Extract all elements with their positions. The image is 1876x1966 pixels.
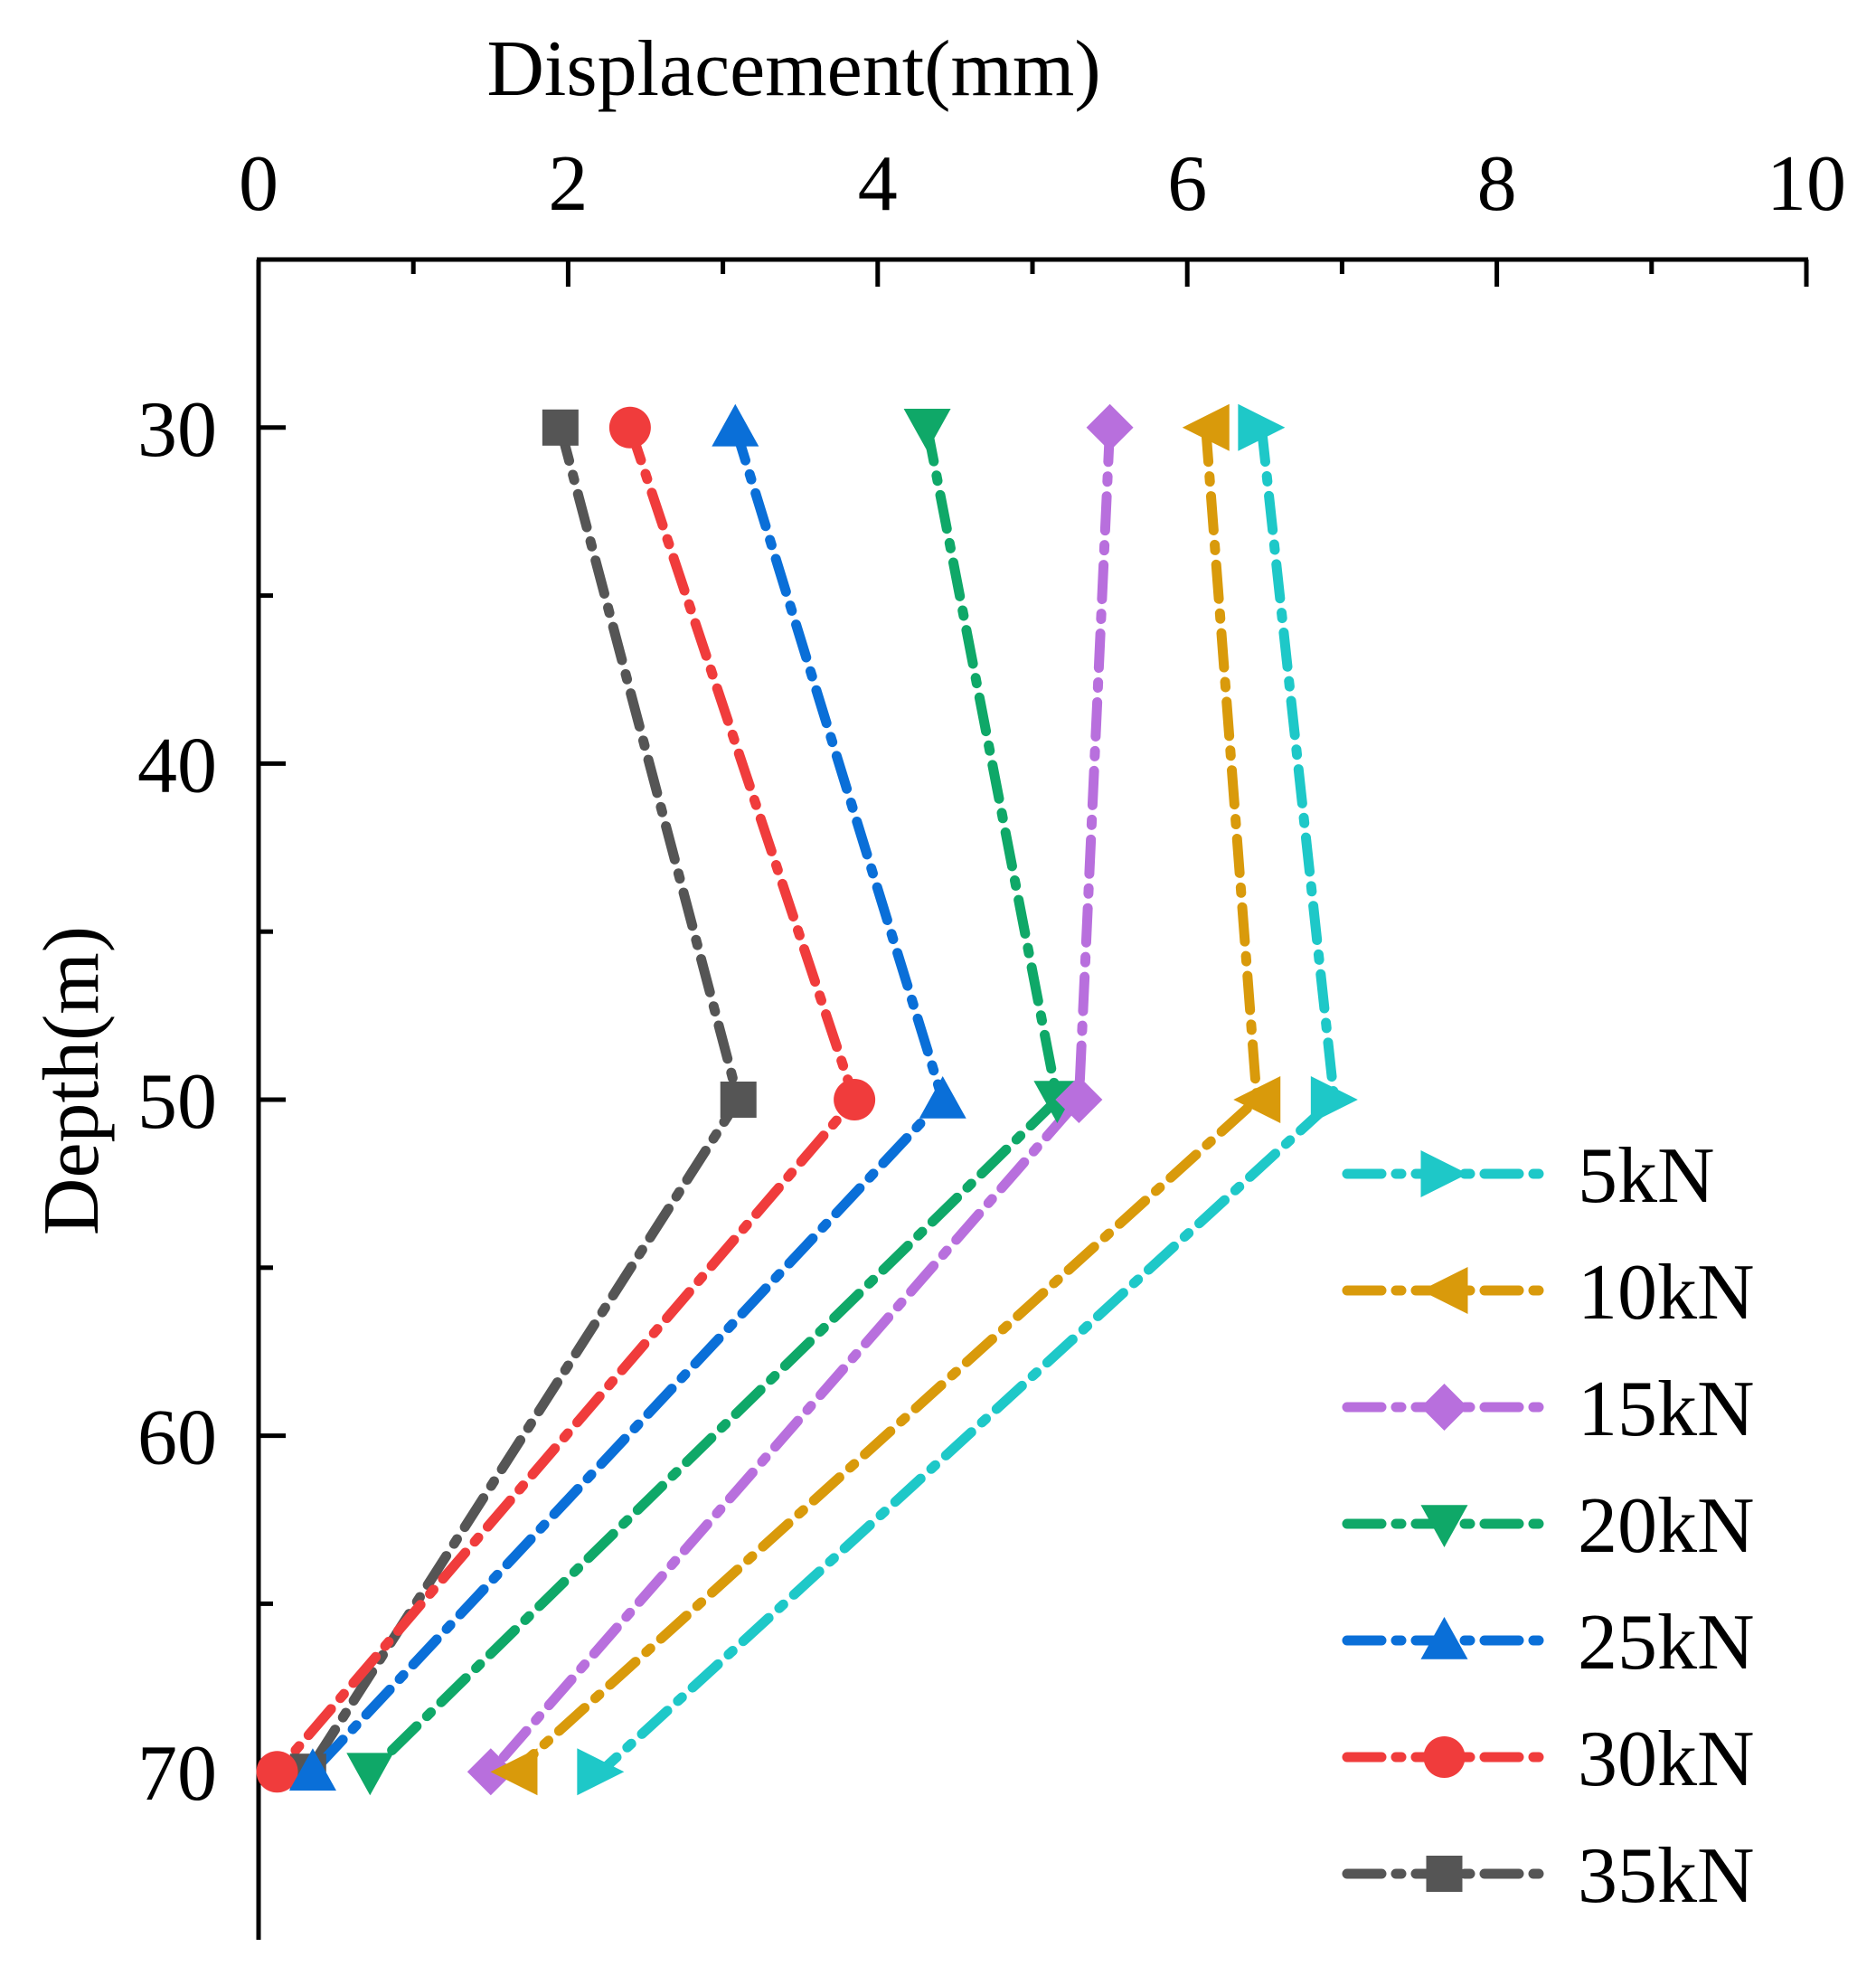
legend-marker-35kN: [1426, 1856, 1463, 1892]
legend-item: 25kN: [1342, 1599, 1755, 1687]
data-point-5kN: [577, 1748, 625, 1796]
data-point-10kN: [490, 1748, 538, 1796]
y-tick-label: 30: [137, 386, 217, 474]
legend-label: 25kN: [1578, 1599, 1755, 1687]
legend-item: 15kN: [1342, 1366, 1755, 1453]
legend-label: 20kN: [1578, 1482, 1755, 1570]
data-point-25kN: [288, 1748, 336, 1791]
legend-label: 35kN: [1578, 1832, 1755, 1920]
legend-item: 30kN: [1342, 1716, 1755, 1803]
x-tick-label: 10: [1767, 140, 1846, 228]
legend-item: 35kN: [1342, 1832, 1755, 1920]
y-tick-label: 40: [137, 722, 217, 809]
x-tick-label: 2: [548, 140, 588, 228]
data-point-30kN: [834, 1079, 876, 1120]
data-point-25kN: [712, 403, 759, 447]
legend-marker-25kN: [1420, 1617, 1468, 1659]
data-point-20kN: [346, 1753, 394, 1796]
data-point-35kN: [542, 409, 579, 446]
data-point-15kN: [1086, 403, 1134, 451]
y-tick-label: 60: [137, 1394, 217, 1482]
data-point-35kN: [720, 1082, 757, 1118]
x-tick-label: 4: [858, 140, 898, 228]
legend-item: 20kN: [1342, 1482, 1755, 1570]
data-point-30kN: [608, 406, 651, 449]
legend-marker-20kN: [1420, 1505, 1468, 1547]
legend-item: 5kN: [1342, 1132, 1715, 1220]
legend-label: 15kN: [1578, 1366, 1755, 1453]
series-line-30kN: [272, 422, 860, 1777]
data-point-5kN: [1310, 1076, 1358, 1123]
legend-item: 10kN: [1342, 1249, 1755, 1337]
y-tick-label: 50: [137, 1058, 217, 1146]
y-axis-label: Depth(m): [28, 926, 116, 1235]
x-tick-label: 8: [1477, 140, 1517, 228]
legend-marker-10kN: [1420, 1267, 1468, 1314]
data-point-20kN: [903, 409, 951, 451]
x-tick-label: 0: [239, 140, 278, 228]
data-point-30kN: [256, 1751, 298, 1793]
data-point-5kN: [1238, 403, 1286, 451]
data-point-25kN: [919, 1076, 966, 1119]
series-line-35kN: [303, 422, 744, 1777]
y-tick-label: 70: [137, 1730, 217, 1818]
series-line-10kN: [509, 422, 1262, 1777]
data-point-15kN: [1055, 1076, 1103, 1123]
legend-marker-15kN: [1420, 1384, 1468, 1431]
data-point-10kN: [1233, 1076, 1281, 1123]
x-tick-label: 6: [1167, 140, 1207, 228]
legend-label: 5kN: [1578, 1132, 1715, 1220]
data-point-10kN: [1182, 403, 1230, 451]
legend-label: 10kN: [1578, 1249, 1755, 1337]
legend-label: 30kN: [1578, 1716, 1755, 1803]
legend-marker-5kN: [1420, 1150, 1468, 1197]
x-axis-label: Displacement(mm): [486, 25, 1100, 113]
legend-marker-30kN: [1423, 1736, 1466, 1778]
